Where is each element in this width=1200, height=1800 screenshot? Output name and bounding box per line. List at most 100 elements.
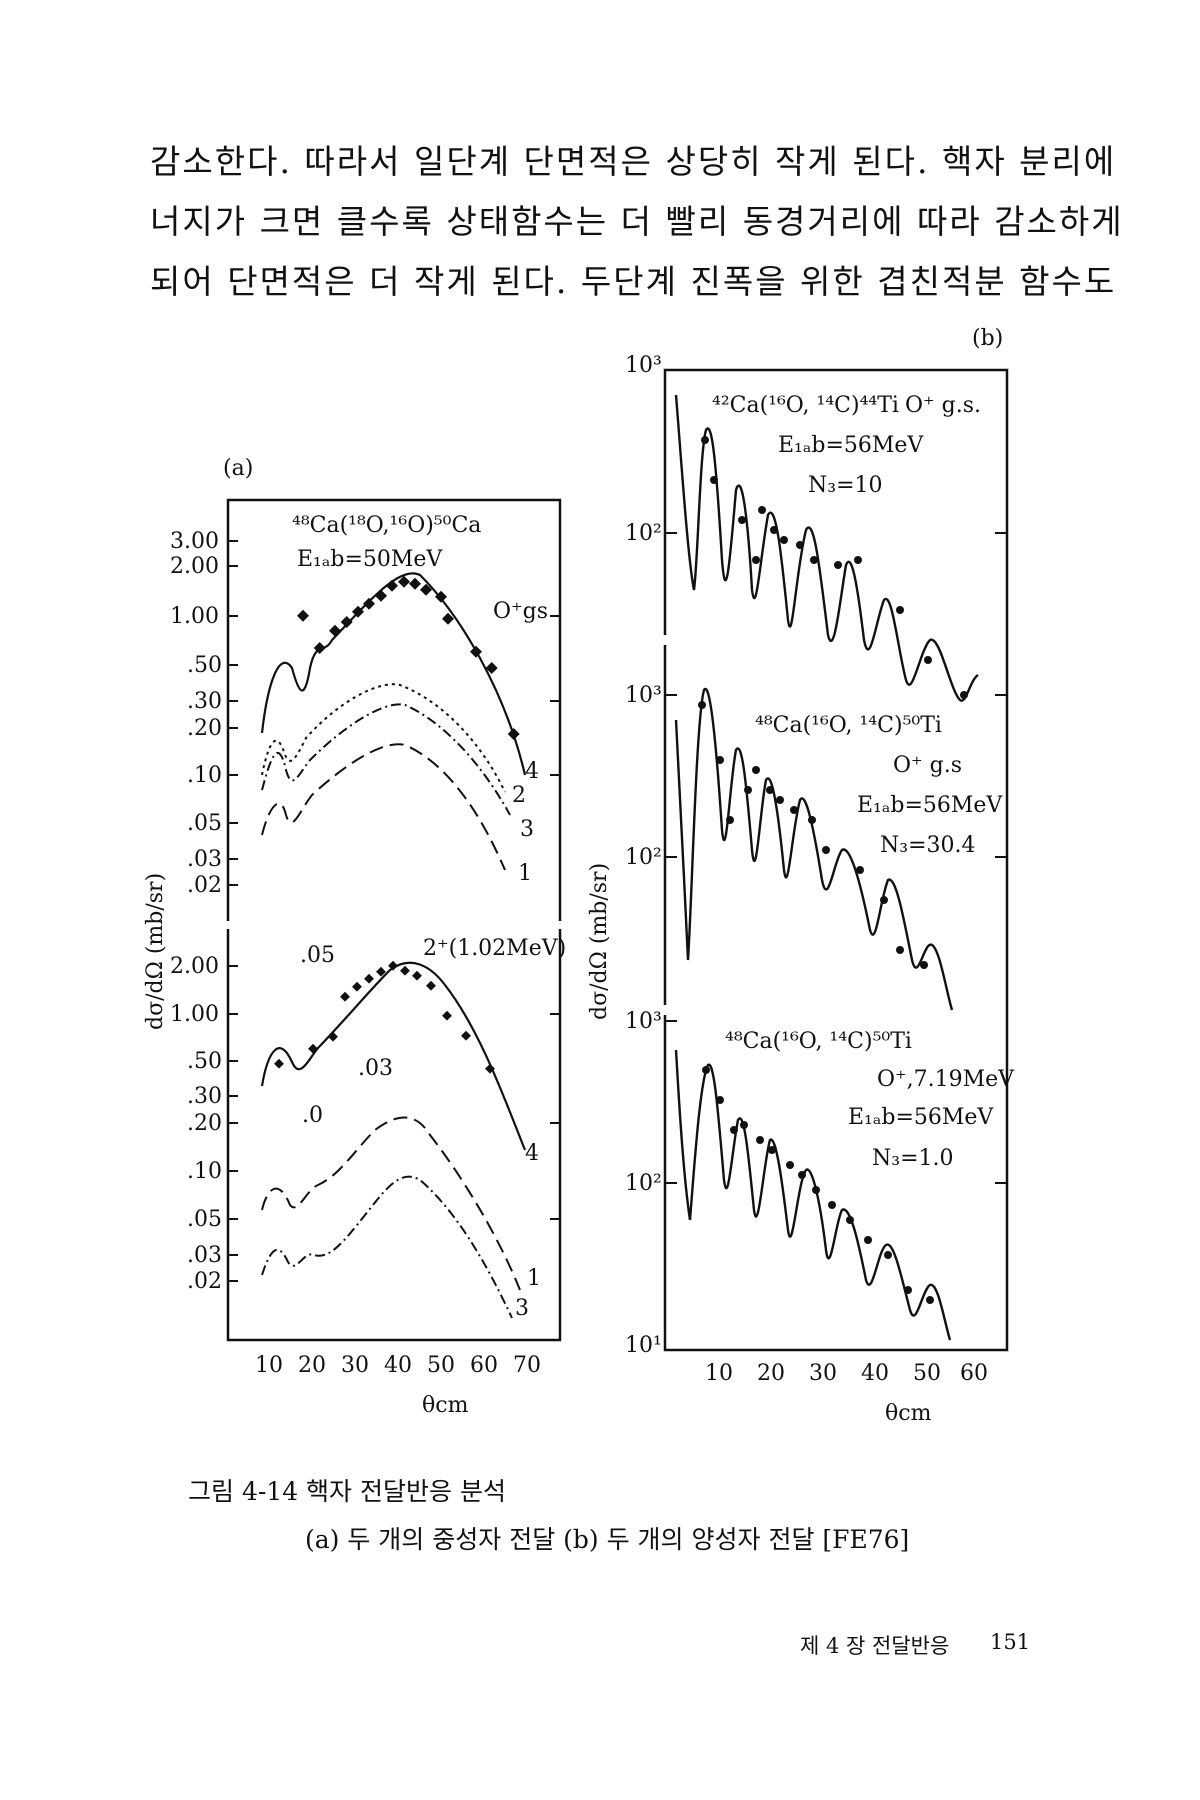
footer-chapter: 제 4 장 전달반응 bbox=[800, 1634, 950, 1658]
panel-a-upper-y-ticks: 3.00 2.00 1.00 .50 .30 .20 .10 .05 .03 .… bbox=[170, 529, 222, 898]
b3-energy: E₁ₐb=56MeV bbox=[848, 1105, 994, 1130]
b2-state: O⁺ g.s bbox=[893, 753, 962, 778]
curve-label-a-u-4: 4 bbox=[525, 759, 539, 784]
b2-reaction: ⁴⁸Ca(¹⁶O, ¹⁴C)⁵⁰Ti bbox=[755, 713, 942, 738]
curve-label-a-l-1: 1 bbox=[527, 1266, 541, 1291]
panel-b-ylabel: dσ/dΩ (mb/sr) bbox=[587, 863, 612, 1020]
curve-a-l-3 bbox=[261, 1175, 513, 1319]
xtick-a-6: 60 bbox=[470, 1353, 498, 1378]
figure-caption-subtitle: (a) 두 개의 중성자 전달 (b) 두 개의 양성자 전달 [FE76] bbox=[305, 1525, 910, 1554]
b2-norm: N₃=30.4 bbox=[880, 833, 976, 858]
panel-a-upper-points bbox=[296, 575, 520, 741]
curve-a-u-1 bbox=[261, 743, 506, 871]
tick-b-1-2: 10² bbox=[625, 521, 662, 546]
tick-a-u-8: .05 bbox=[187, 811, 222, 836]
b3-points bbox=[702, 1066, 934, 1304]
panel-a-energy: E₁ₐb=50MeV bbox=[297, 547, 443, 572]
tick-a-l-5: .20 bbox=[187, 1111, 222, 1136]
tick-b-3-2: 10² bbox=[625, 1171, 662, 1196]
b1-reaction: ⁴²Ca(¹⁶O, ¹⁴C)⁴⁴Ti bbox=[712, 393, 899, 418]
xtick-b-1: 10 bbox=[705, 1361, 733, 1386]
panel-b: (b) 10³ 10² 10³ 10² 10³ 10² 10¹ 10 20 30… bbox=[587, 326, 1015, 1426]
xtick-b-4: 40 bbox=[861, 1361, 889, 1386]
figure-caption-title: 그림 4-14 핵자 전달반응 분석 bbox=[188, 1477, 506, 1506]
tick-a-u-4: .50 bbox=[187, 653, 222, 678]
body-line-1: 감소한다. 따라서 일단계 단면적은 상당히 작게 된다. 핵자 분리에 bbox=[150, 142, 1117, 181]
curve-a-l-4 bbox=[260, 961, 527, 1151]
curve-label-a-u-1: 1 bbox=[518, 861, 532, 886]
panel-b-label: (b) bbox=[972, 326, 1003, 351]
xtick-a-4: 40 bbox=[384, 1353, 412, 1378]
panel-a-state-2plus: 2⁺(1.02MeV) bbox=[423, 936, 566, 961]
annotation-a-05: .05 bbox=[300, 943, 335, 968]
panel-a-lower-y-ticks: 2.00 1.00 .50 .30 .20 .10 .05 .03 .02 bbox=[170, 954, 222, 1294]
annotation-a-03: .03 bbox=[358, 1056, 393, 1081]
curve-b1 bbox=[674, 394, 979, 702]
tick-a-l-6: .10 bbox=[187, 1159, 222, 1184]
panel-b-x-ticks: 10 20 30 40 50 60 bbox=[705, 1361, 988, 1386]
curve-b3 bbox=[674, 1049, 952, 1341]
tick-b-3-1: 10³ bbox=[625, 1009, 662, 1034]
b1-energy: E₁ₐb=56MeV bbox=[778, 433, 924, 458]
body-line-2: 너지가 크면 클수록 상태함수는 더 빨리 동경거리에 따라 감소하게 bbox=[150, 202, 1124, 241]
tick-a-u-6: .20 bbox=[187, 716, 222, 741]
body-line-3: 되어 단면적은 더 작게 된다. 두단계 진폭을 위한 겹친적분 함수도 bbox=[150, 262, 1117, 301]
b3-reaction: ⁴⁸Ca(¹⁶O, ¹⁴C)⁵⁰Ti bbox=[725, 1029, 912, 1054]
xtick-b-2: 20 bbox=[757, 1361, 785, 1386]
tick-a-u-2: 2.00 bbox=[170, 554, 219, 579]
tick-a-u-3: 1.00 bbox=[170, 604, 219, 629]
tick-b-2-1: 10³ bbox=[625, 683, 662, 708]
tick-a-l-9: .02 bbox=[187, 1269, 222, 1294]
xtick-b-3: 30 bbox=[809, 1361, 837, 1386]
tick-a-l-3: .50 bbox=[187, 1049, 222, 1074]
xtick-a-7: 70 bbox=[513, 1353, 541, 1378]
panel-b-tick-marks bbox=[665, 532, 1007, 1184]
tick-a-u-1: 3.00 bbox=[170, 529, 219, 554]
tick-b-3-3: 10¹ bbox=[625, 1333, 662, 1358]
tick-a-l-2: 1.00 bbox=[170, 1002, 219, 1027]
panel-a-tick-marks bbox=[228, 540, 560, 1282]
curve-label-a-l-4: 4 bbox=[525, 1141, 539, 1166]
tick-a-u-5: .30 bbox=[187, 689, 222, 714]
xtick-a-2: 20 bbox=[298, 1353, 326, 1378]
panel-a-ylabel: dσ/dΩ (mb/sr) bbox=[143, 873, 168, 1030]
panel-a: (a) 3.00 2.00 1.00 .50 .30 .20 .10 .05 .… bbox=[143, 456, 566, 1418]
annotation-a-0: .0 bbox=[302, 1103, 323, 1128]
b1-state: O⁺ g.s. bbox=[905, 393, 981, 418]
xtick-b-6: 60 bbox=[960, 1361, 988, 1386]
panel-a-reaction: ⁴⁸Ca(¹⁸O,¹⁶O)⁵⁰Ca bbox=[292, 513, 481, 538]
b1-points bbox=[701, 436, 968, 699]
curve-a-u-2 bbox=[261, 683, 506, 793]
b3-norm: N₃=1.0 bbox=[872, 1146, 954, 1171]
b2-points bbox=[698, 701, 928, 969]
xtick-a-1: 10 bbox=[255, 1353, 283, 1378]
tick-a-u-10: .02 bbox=[187, 873, 222, 898]
tick-a-u-9: .03 bbox=[187, 847, 222, 872]
page-number: 151 bbox=[990, 1630, 1031, 1654]
b1-norm: N₃=10 bbox=[808, 473, 883, 498]
xtick-a-3: 30 bbox=[341, 1353, 369, 1378]
tick-b-1-1: 10³ bbox=[625, 353, 662, 378]
b3-state: O⁺,7.19MeV bbox=[877, 1067, 1015, 1092]
tick-a-l-4: .30 bbox=[187, 1084, 222, 1109]
curve-a-l-1 bbox=[261, 1116, 521, 1291]
panel-b-xlabel: θcm bbox=[885, 1401, 932, 1426]
panel-a-label: (a) bbox=[223, 456, 253, 481]
tick-a-l-7: .05 bbox=[187, 1207, 222, 1232]
xtick-a-5: 50 bbox=[427, 1353, 455, 1378]
panel-b-frame bbox=[663, 368, 1009, 1352]
panel-a-x-ticks: 10 20 30 40 50 60 70 bbox=[255, 1353, 541, 1378]
panel-b-y-ticks: 10³ 10² 10³ 10² 10³ 10² 10¹ bbox=[625, 353, 662, 1358]
tick-b-2-2: 10² bbox=[625, 845, 662, 870]
tick-a-l-8: .03 bbox=[187, 1243, 222, 1268]
curve-label-a-u-3: 3 bbox=[520, 817, 534, 842]
curve-a-u-3 bbox=[261, 703, 511, 816]
panel-a-xlabel: θcm bbox=[422, 1393, 469, 1418]
xtick-b-5: 50 bbox=[913, 1361, 941, 1386]
panel-a-frame bbox=[226, 498, 562, 1342]
panel-a-state-gs: O⁺gs bbox=[493, 599, 548, 624]
curve-label-a-l-3: 3 bbox=[515, 1296, 529, 1321]
tick-a-l-1: 2.00 bbox=[170, 954, 219, 979]
